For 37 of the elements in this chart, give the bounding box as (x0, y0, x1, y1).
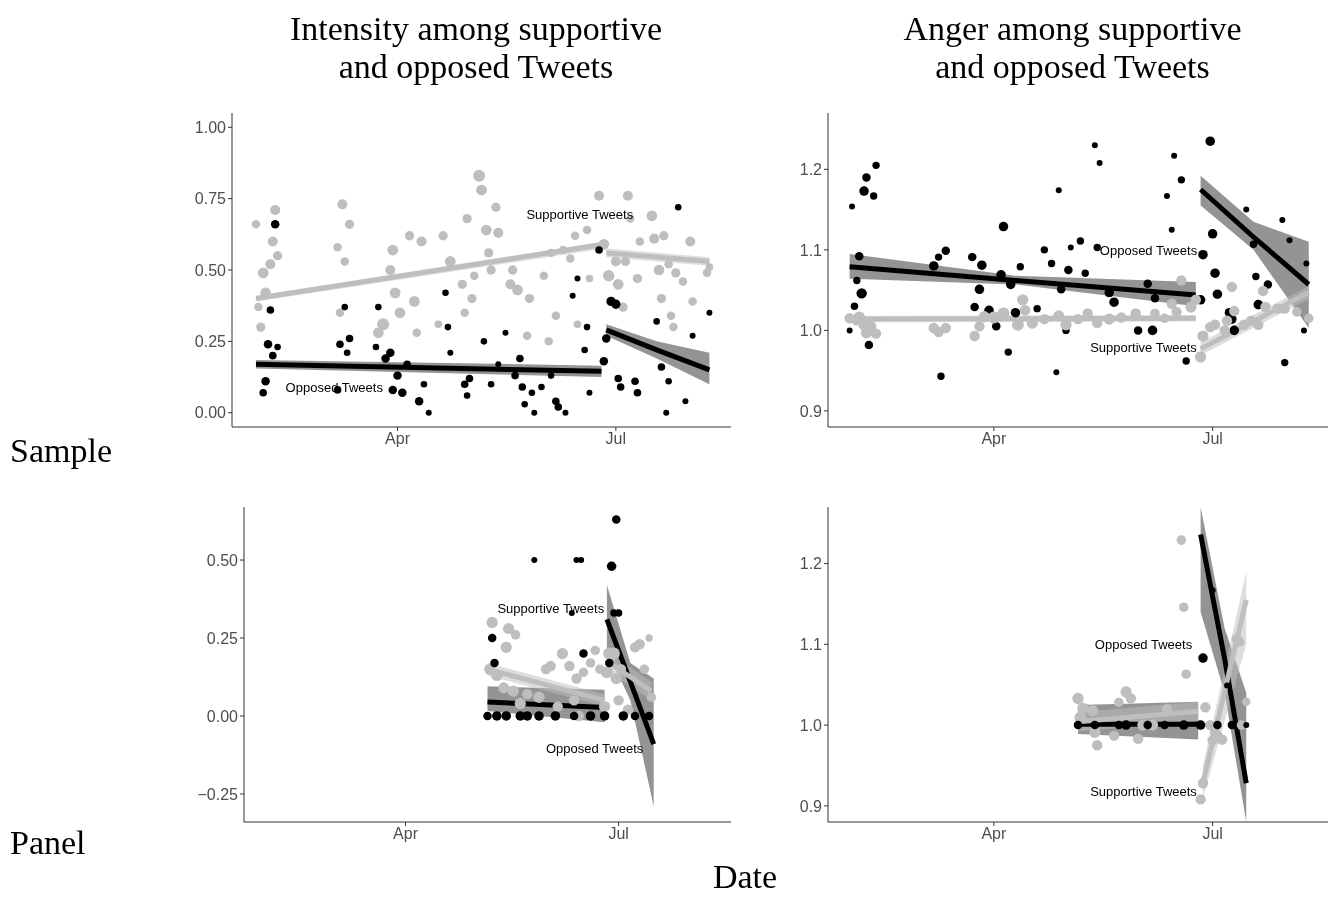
x-tick-label: Apr (981, 430, 1007, 448)
y-tick-label: 0.00 (206, 707, 239, 725)
y-tick-label: 1.2 (799, 161, 823, 179)
y-tick-label: 0.50 (194, 261, 227, 279)
chart-title: Intensity among supportive and opposed Tweets (288, 9, 664, 87)
y-tick-label: 1.1 (799, 635, 823, 653)
annotation: Opposed Tweets (1099, 242, 1198, 258)
annotation: Supportive Tweets (1090, 783, 1197, 798)
x-tick-label: Apr (393, 825, 419, 843)
y-tick-label: 0.50 (206, 551, 239, 569)
y-tick-label: 0.25 (206, 629, 239, 647)
annotation: Supportive Tweets (1090, 339, 1197, 355)
y-tick-label: 0.25 (194, 333, 227, 351)
y-tick-label: −0.25 (197, 785, 239, 803)
annotation: Opposed Tweets (545, 740, 644, 756)
y-tick-label: 0.75 (194, 190, 227, 208)
x-axis-title: Date (711, 858, 779, 896)
y-axis-title: Panel (10, 824, 86, 862)
x-tick-label: Apr (385, 430, 411, 448)
annotation: Opposed Tweets (1094, 636, 1193, 652)
chart-title: Anger among supportive and opposed Tweets (902, 9, 1243, 87)
y-tick-label: 1.2 (799, 555, 823, 573)
y-tick-label: 1.0 (799, 322, 823, 340)
x-tick-label: Jul (1202, 825, 1223, 843)
x-tick-label: Apr (981, 825, 1007, 843)
y-tick-label: 0.9 (799, 797, 823, 815)
annotation: Supportive Tweets (497, 600, 605, 616)
x-tick-label: Jul (605, 430, 627, 448)
x-tick-label: Jul (608, 825, 629, 843)
x-tick-label: Jul (1202, 430, 1223, 448)
y-axis-title: Sample (10, 432, 112, 470)
annotation: Supportive Tweets (526, 206, 634, 222)
y-tick-label: 1.00 (194, 118, 227, 136)
y-tick-label: 1.0 (799, 716, 823, 734)
y-tick-label: 1.1 (799, 241, 823, 259)
y-tick-label: 0.00 (194, 404, 227, 422)
y-tick-label: 0.9 (799, 402, 823, 420)
